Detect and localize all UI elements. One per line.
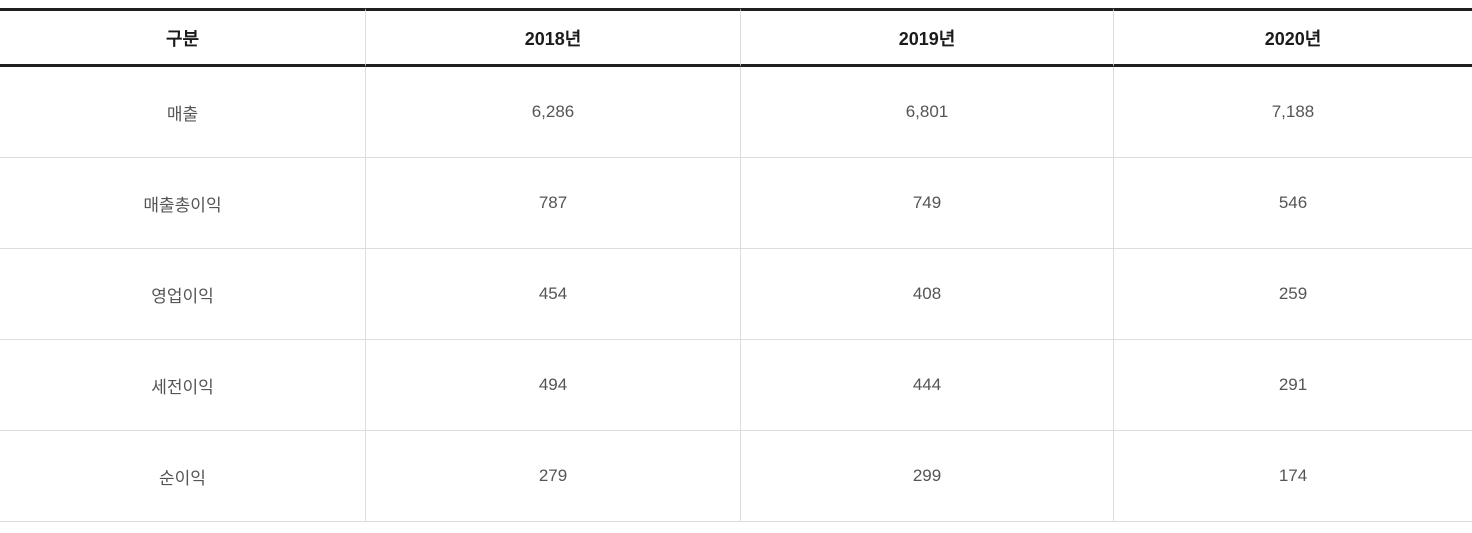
value-cell: 408: [740, 249, 1113, 340]
value-cell: 444: [740, 340, 1113, 431]
row-label-cell: 세전이익: [0, 340, 365, 431]
column-header-2020: 2020년: [1113, 8, 1472, 67]
value-cell: 279: [365, 431, 740, 522]
row-label-cell: 매출: [0, 67, 365, 158]
financial-table: 구분 2018년 2019년 2020년 매출 6,286 6,801 7,18…: [0, 8, 1472, 522]
table-row: 매출총이익 787 749 546: [0, 158, 1472, 249]
row-label-cell: 순이익: [0, 431, 365, 522]
value-cell: 7,188: [1113, 67, 1472, 158]
column-header-category: 구분: [0, 8, 365, 67]
column-header-2019: 2019년: [740, 8, 1113, 67]
value-cell: 291: [1113, 340, 1472, 431]
row-label-cell: 영업이익: [0, 249, 365, 340]
row-label-cell: 매출총이익: [0, 158, 365, 249]
table-row: 순이익 279 299 174: [0, 431, 1472, 522]
table-header-row: 구분 2018년 2019년 2020년: [0, 8, 1472, 67]
value-cell: 787: [365, 158, 740, 249]
value-cell: 454: [365, 249, 740, 340]
column-header-2018: 2018년: [365, 8, 740, 67]
table-row: 매출 6,286 6,801 7,188: [0, 67, 1472, 158]
table-row: 세전이익 494 444 291: [0, 340, 1472, 431]
value-cell: 259: [1113, 249, 1472, 340]
value-cell: 299: [740, 431, 1113, 522]
value-cell: 6,286: [365, 67, 740, 158]
value-cell: 546: [1113, 158, 1472, 249]
value-cell: 6,801: [740, 67, 1113, 158]
value-cell: 494: [365, 340, 740, 431]
table-row: 영업이익 454 408 259: [0, 249, 1472, 340]
value-cell: 174: [1113, 431, 1472, 522]
page: 구분 2018년 2019년 2020년 매출 6,286 6,801 7,18…: [0, 8, 1472, 522]
value-cell: 749: [740, 158, 1113, 249]
